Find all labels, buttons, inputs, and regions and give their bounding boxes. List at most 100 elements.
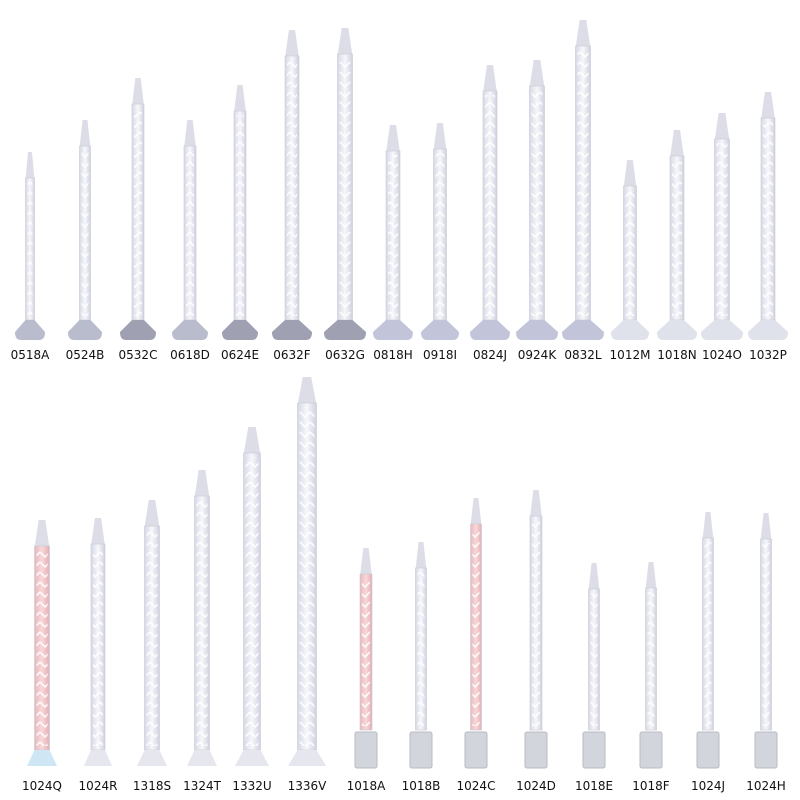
nozzle <box>562 20 604 340</box>
product-label: 0832L <box>564 348 602 362</box>
mixer <box>36 550 48 746</box>
mixer <box>417 572 425 726</box>
tip <box>285 30 299 58</box>
nozzle <box>187 470 217 766</box>
mixer <box>716 143 728 316</box>
product-label: 1018N <box>657 348 697 362</box>
base <box>84 750 112 766</box>
product-label: 1024D <box>516 779 556 793</box>
tip <box>132 78 144 106</box>
mixer <box>485 95 495 316</box>
nozzle <box>611 160 649 340</box>
tip <box>337 28 353 56</box>
base <box>272 320 312 340</box>
product-label: 1018E <box>575 779 613 793</box>
base <box>373 320 413 340</box>
nozzle <box>582 563 606 769</box>
base <box>657 320 697 340</box>
base <box>172 320 208 340</box>
base <box>222 320 258 340</box>
mixer <box>388 155 398 316</box>
tip <box>714 113 730 141</box>
product-label: 1018F <box>632 779 670 793</box>
tip <box>234 85 246 113</box>
tip <box>144 500 160 528</box>
nozzle <box>657 130 697 340</box>
nozzle <box>235 427 269 766</box>
nozzle <box>84 518 112 766</box>
mixer <box>704 542 712 726</box>
product-label: 1024O <box>702 348 742 362</box>
product-label: 0524B <box>66 348 105 362</box>
base <box>137 750 167 766</box>
base <box>470 320 510 340</box>
product-label: 1024H <box>746 779 786 793</box>
mixer <box>531 90 543 316</box>
tip <box>588 563 600 591</box>
base <box>324 320 366 340</box>
mixer <box>672 160 682 316</box>
tip <box>645 562 657 590</box>
product-label: 1024J <box>691 779 725 793</box>
product-label: 0632G <box>325 348 365 362</box>
base <box>639 731 663 769</box>
product-label: 0924K <box>518 348 558 362</box>
tip <box>25 152 35 180</box>
nozzle <box>288 377 326 766</box>
tip <box>530 490 542 518</box>
mixer <box>647 592 655 726</box>
tip <box>243 427 261 455</box>
mixer <box>625 190 635 316</box>
product-label: 0824J <box>473 348 507 362</box>
mixer <box>435 153 445 316</box>
base <box>516 320 558 340</box>
mixer <box>134 108 142 316</box>
tip <box>360 548 372 576</box>
tip <box>91 518 105 546</box>
mixer <box>362 578 370 726</box>
mixer <box>186 150 194 316</box>
base <box>235 750 269 766</box>
product-label: 1012M <box>610 348 651 362</box>
base <box>68 320 102 340</box>
product-label: 0632F <box>273 348 311 362</box>
tip <box>194 470 210 498</box>
nozzle <box>272 30 312 340</box>
nozzle <box>172 120 208 340</box>
nozzle <box>754 513 778 769</box>
mixer <box>196 500 208 746</box>
base <box>187 750 217 766</box>
product-label: 0518A <box>11 348 51 362</box>
tip <box>575 20 591 48</box>
nozzle <box>524 490 548 769</box>
nozzles: 0518A 0524B 0532C 0618D 0624E 0632F 0632G 0818H… <box>11 20 788 793</box>
base <box>27 750 57 766</box>
tip <box>483 65 497 93</box>
product-label: 0624E <box>221 348 259 362</box>
mixer <box>472 528 480 726</box>
product-label: 0532C <box>119 348 158 362</box>
product-label: 1336V <box>288 779 328 793</box>
nozzle <box>748 92 788 340</box>
product-label: 0918I <box>423 348 457 362</box>
mixer <box>590 593 598 726</box>
base <box>701 320 743 340</box>
nozzle <box>470 65 510 340</box>
base <box>611 320 649 340</box>
product-label: 1024Q <box>22 779 62 793</box>
mixer <box>245 457 259 746</box>
mixer <box>577 50 589 316</box>
nozzle <box>701 113 743 340</box>
tip <box>670 130 684 158</box>
mixer <box>93 548 103 746</box>
product-label: 0618D <box>170 348 210 362</box>
nozzle <box>27 520 57 766</box>
nozzle <box>324 28 366 340</box>
base <box>15 320 45 340</box>
product-label: 1318S <box>133 779 171 793</box>
mixer <box>299 407 315 746</box>
mixer <box>236 115 244 316</box>
nozzle <box>421 123 459 340</box>
base <box>120 320 156 340</box>
